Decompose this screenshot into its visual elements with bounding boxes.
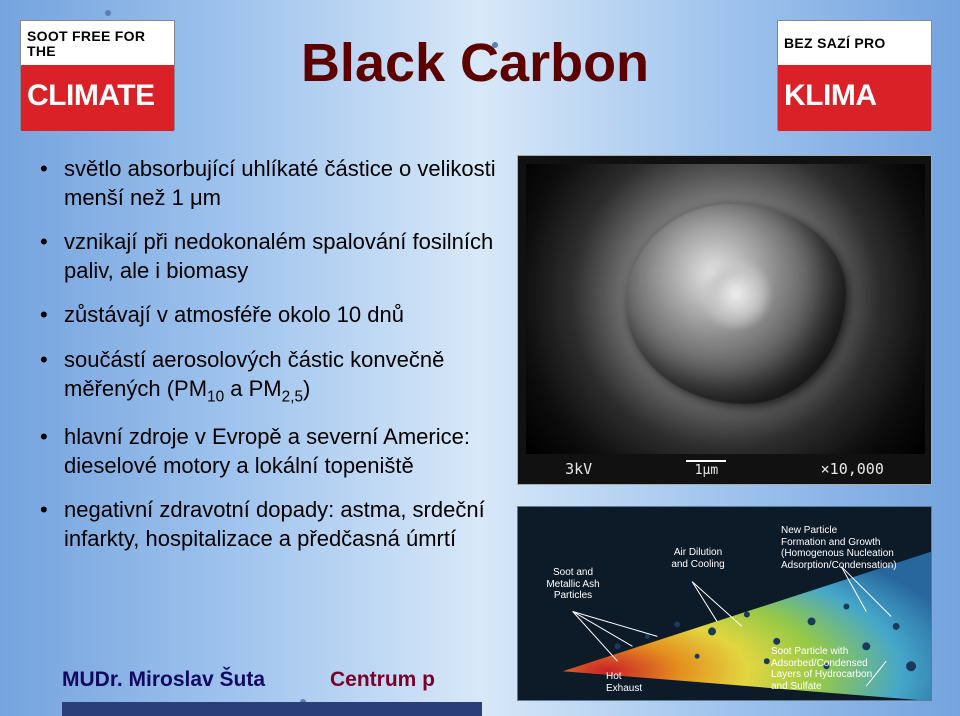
bullet-item: součástí aerosolových částic konvečně mě… [40,346,500,407]
diagram-label-soot-ash: Soot andMetallic AshParticles [533,567,613,602]
diagram-label-new-particle: New ParticleFormation and Growth(Homogen… [781,525,921,571]
diagram-label-hot-exhaust: HotExhaust [606,671,642,694]
sem-caption: 3kV 1μm ×10,000 [518,460,931,478]
diagram-label-soot-particle: Soot Particle withAdsorbed/CondensedLaye… [771,646,921,692]
logo-left-bottom: CLIMATE [21,65,174,131]
sem-scale: 1μm [686,460,726,478]
footer-center: Centrum p [330,668,435,692]
logo-soot-free-climate: SOOT FREE FOR THE CLIMATE [20,20,175,130]
slide-title: Black Carbon [215,32,735,94]
bullet-list: světlo absorbující uhlíkaté částice o ve… [40,155,500,569]
sem-mag: ×10,000 [821,460,884,478]
combustion-diagram: Soot andMetallic AshParticles Air Diluti… [517,506,932,701]
bullet-item: světlo absorbující uhlíkaté částice o ve… [40,155,500,212]
logo-right-top: BEZ SAZÍ PRO [778,21,931,65]
decorative-dot [105,10,111,16]
bullet-item: zůstávají v atmosféře okolo 10 dnů [40,301,500,330]
carbon-particle [626,204,846,404]
bullet-item: negativní zdravotní dopady: astma, srdeč… [40,496,500,553]
sem-kv: 3kV [565,460,592,478]
bullet-item: hlavní zdroje v Evropě a severní Americe… [40,423,500,480]
bullet-item: vznikají při nedokonalém spalování fosil… [40,228,500,285]
sem-micrograph: 3kV 1μm ×10,000 [517,155,932,485]
diagram-label-air-dilution: Air Dilutionand Cooling [658,547,738,570]
footer-bar [62,702,482,716]
footer-author: MUDr. Miroslav Šuta [62,668,265,692]
sem-canvas [526,164,925,454]
logo-right-bottom: KLIMA [778,65,931,131]
logo-left-top: SOOT FREE FOR THE [21,21,174,65]
logo-bez-sazi-klima: BEZ SAZÍ PRO KLIMA [777,20,932,130]
